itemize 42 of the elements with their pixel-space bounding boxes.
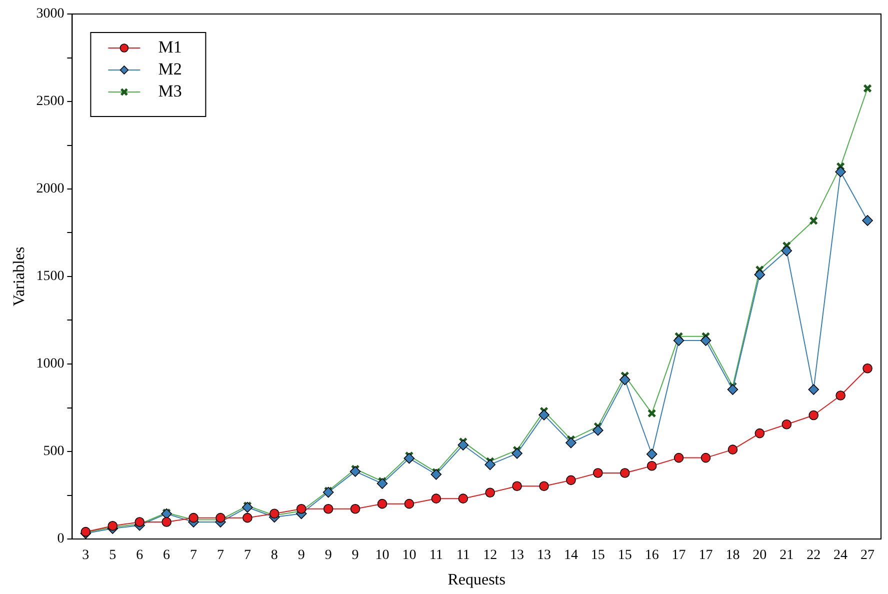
y-tick-label: 500 — [43, 444, 64, 460]
x-tick-label: 14 — [564, 548, 578, 564]
x-tick-label: 16 — [644, 548, 659, 564]
x-tick-label: 10 — [375, 548, 390, 564]
x-tick-label: 7 — [244, 548, 251, 564]
x-tick-label: 10 — [402, 548, 416, 564]
x-tick-label: 8 — [270, 548, 278, 564]
x-tick-label: 12 — [483, 548, 498, 564]
y-tick-label: 1500 — [36, 269, 64, 284]
x-tick-label: 7 — [190, 548, 198, 564]
x-tick-label: 6 — [136, 548, 144, 564]
y-axis-title: Variables — [10, 246, 28, 306]
x-tick-label: 18 — [726, 548, 740, 564]
x-tick-label: 17 — [698, 548, 713, 564]
x-tick-label: 13 — [537, 548, 551, 564]
x-tick-label: 13 — [510, 548, 524, 564]
x-tick-label: 11 — [456, 548, 470, 564]
y-tick-label: 1000 — [36, 356, 64, 372]
x-tick-label: 3 — [82, 548, 90, 564]
x-tick-label: 6 — [163, 548, 170, 564]
x-tick-label: 22 — [806, 548, 821, 564]
y-tick-label: 0 — [57, 532, 64, 547]
x-tick-label: 9 — [324, 548, 332, 564]
legend-label: M2 — [158, 59, 182, 78]
x-tick-label: 20 — [752, 548, 767, 564]
x-tick-label: 11 — [429, 548, 443, 564]
y-tick-label: 3000 — [36, 6, 64, 22]
x-tick-label: 5 — [109, 548, 116, 564]
x-tick-label: 15 — [618, 548, 632, 564]
x-tick-label: 15 — [590, 548, 605, 564]
x-tick-label: 9 — [298, 548, 305, 564]
x-tick-label: 27 — [860, 548, 875, 564]
x-tick-label: 24 — [834, 548, 848, 564]
legend-label: M3 — [158, 81, 182, 100]
y-tick-label: 2000 — [36, 182, 64, 197]
y-tick-label: 2500 — [36, 94, 64, 110]
legend-label: M1 — [158, 37, 182, 56]
x-tick-label: 7 — [216, 548, 224, 564]
x-tick-label: 21 — [780, 548, 794, 564]
x-axis-title: Requests — [448, 572, 506, 589]
x-tick-label: 17 — [672, 548, 686, 564]
x-tick-label: 9 — [352, 548, 359, 564]
